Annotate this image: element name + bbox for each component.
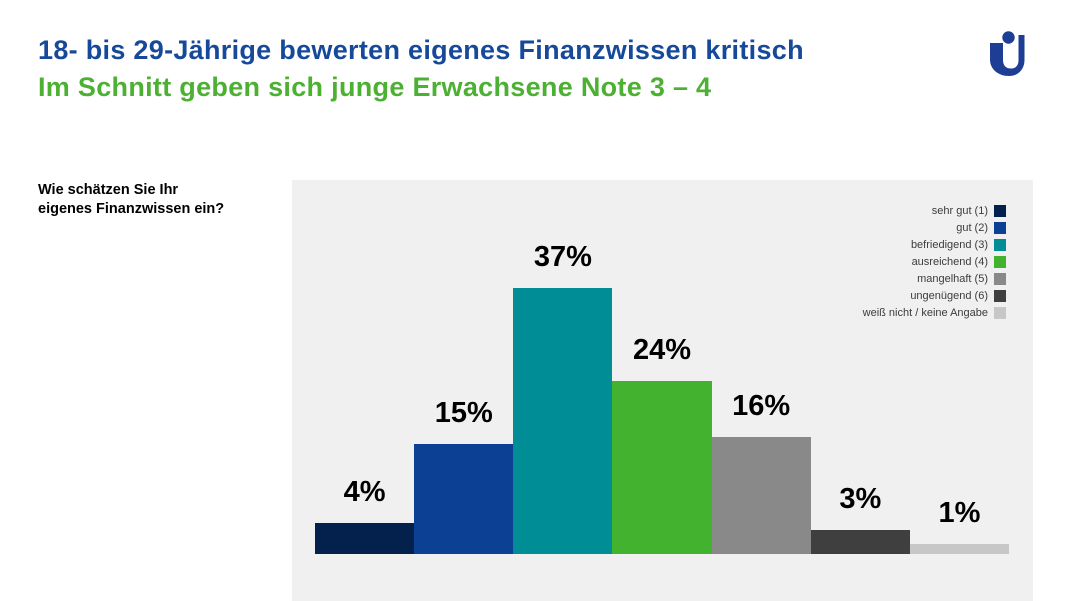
- bars-area: 4% 15% 37% 24% 16% 3% 1%: [315, 180, 1009, 554]
- legend-row: ausreichend (4): [863, 253, 1006, 270]
- bar-column-7: 1%: [909, 180, 1009, 554]
- bar-3: [513, 288, 613, 554]
- slide-title: 18- bis 29-Jährige bewerten eigenes Fina…: [38, 35, 804, 65]
- bar-7: [909, 544, 1009, 554]
- bar-column-1: 4%: [315, 180, 415, 554]
- legend-label: befriedigend (3): [910, 238, 988, 251]
- legend-label: gut (2): [956, 221, 988, 234]
- legend-swatch: [994, 255, 1006, 268]
- bar-value-label: 24%: [632, 334, 692, 366]
- legend-row: mangelhaft (5): [863, 270, 1006, 287]
- bar-value-label: 4%: [343, 476, 386, 508]
- legend-swatch: [994, 272, 1006, 285]
- bar-2: [414, 444, 514, 554]
- legend-label: mangelhaft (5): [917, 272, 988, 285]
- legend-label: weiß nicht / keine Angabe: [862, 306, 988, 319]
- bar-column-5: 16%: [711, 180, 811, 554]
- chart-panel: sehr gut (1) gut (2) befriedigend (3) ausre…: [292, 180, 1033, 601]
- bar-value-label: 16%: [732, 390, 791, 422]
- legend: sehr gut (1) gut (2) befriedigend (3) ausre…: [863, 202, 1006, 321]
- legend-row: gut (2): [863, 219, 1006, 236]
- legend-row: befriedigend (3): [863, 236, 1006, 253]
- bar-6: [810, 530, 910, 554]
- legend-row: weiß nicht / keine Angabe: [863, 304, 1006, 321]
- header: 18- bis 29-Jährige bewerten eigenes Fina…: [38, 32, 804, 106]
- legend-swatch: [994, 204, 1006, 217]
- bar-column-2: 15%: [414, 180, 514, 554]
- bar-column-4: 24%: [612, 180, 712, 554]
- bar-column-6: 3%: [810, 180, 910, 554]
- u-logo-icon: [990, 31, 1025, 76]
- legend-swatch: [994, 238, 1006, 251]
- survey-question-line2: eigenes Finanzwissen ein?: [38, 201, 225, 217]
- bar-5: [711, 437, 811, 554]
- legend-swatch: [994, 289, 1006, 302]
- legend-swatch: [994, 306, 1006, 319]
- legend-label: sehr gut (1): [931, 204, 988, 217]
- union-investment-logo: [986, 30, 1030, 80]
- legend-label: ungenügend (6): [910, 289, 988, 302]
- bar-value-label: 1%: [938, 497, 981, 529]
- legend-row: sehr gut (1): [863, 202, 1006, 219]
- bar-value-label: 15%: [434, 397, 493, 429]
- legend-label: ausreichend (4): [911, 255, 988, 268]
- slide-subtitle: Im Schnitt geben sich junge Erwachsene N…: [38, 72, 712, 102]
- legend-row: ungenügend (6): [863, 287, 1006, 304]
- bar-value-label: 37%: [533, 241, 592, 273]
- bar-value-label: 3%: [839, 483, 882, 515]
- legend-swatch: [994, 221, 1006, 234]
- survey-question-line1: Wie schätzen Sie Ihr: [38, 182, 179, 198]
- bar-column-3: 37%: [513, 180, 613, 554]
- survey-question: Wie schätzen Sie Ihr eigenes Finanzwisse…: [38, 181, 224, 219]
- bar-1: [315, 523, 415, 554]
- bar-4: [612, 381, 712, 554]
